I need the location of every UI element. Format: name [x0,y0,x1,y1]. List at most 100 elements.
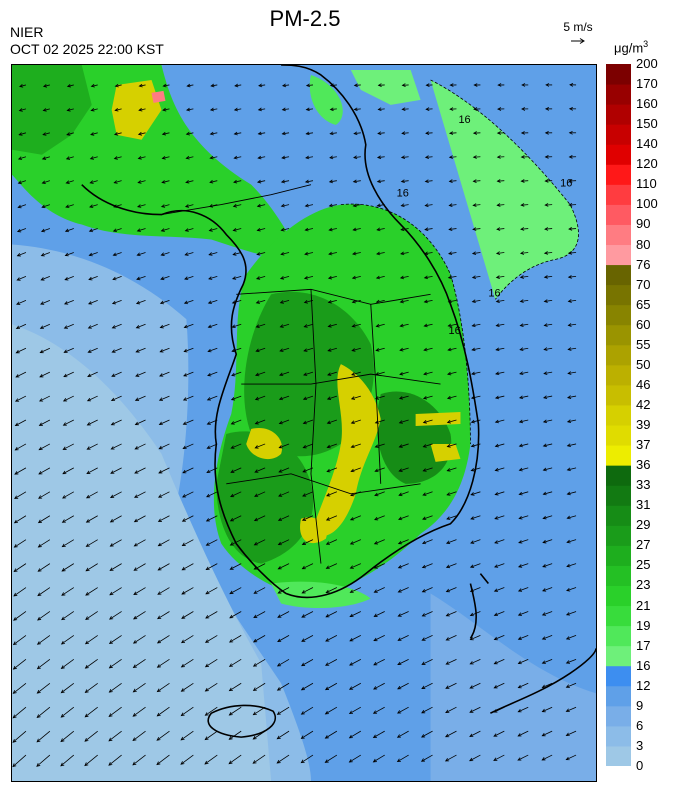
wind-arrow [470,539,481,544]
wind-arrow [277,611,290,618]
pm25-map: 16 16 16 16 16 [11,64,597,782]
wind-arrowhead [496,155,501,159]
wind-arrowhead [326,493,331,497]
wind-arrowhead [85,543,90,547]
wind-arrowhead [326,396,332,400]
wind-arrow [254,467,266,473]
wind-arrow [67,108,74,111]
wind-arrowhead [493,685,498,689]
wind-arrow [137,228,146,232]
wind-arrow [374,587,385,593]
wind-arrowhead [352,251,357,256]
wind-arrow [181,659,194,668]
wind-arrowhead [302,469,307,473]
wind-arrow [158,491,170,498]
scale-swatch [606,665,631,687]
wind-arrowhead [470,492,475,496]
wind-arrowhead [350,444,355,449]
wind-arrow [378,132,385,134]
wind-arrowhead [305,83,311,88]
wind-arrow [43,84,50,87]
wind-arrowhead [424,179,429,184]
wind-arrow [448,276,457,279]
wind-arrow [520,252,529,254]
wind-arrowhead [62,495,67,499]
wind-arrowhead [183,300,189,305]
wind-arrow [349,611,361,618]
wind-arrow [328,276,337,279]
wind-arrowhead [157,591,162,595]
wind-arrow [61,587,75,596]
wind-arrow [229,658,242,667]
wind-arrowhead [16,301,21,305]
wind-arrowhead [138,83,143,88]
wind-arrowhead [446,468,451,472]
wind-arrow [349,754,362,763]
wind-arrowhead [252,663,257,667]
wind-arrow [495,443,505,447]
wind-arrow [61,635,75,645]
wind-arrowhead [134,397,140,401]
wind-arrow [377,228,385,231]
wind-arrowhead [12,714,17,719]
wind-arrow [519,395,529,399]
wind-arrowhead [36,762,41,767]
wind-arrowhead [396,758,401,763]
wind-arrow [422,515,433,520]
wind-arrowhead [109,543,114,547]
wind-arrow [542,658,553,664]
wind-arrow [400,276,409,279]
wind-arrow [64,276,74,281]
wind-arrowhead [305,107,310,112]
wind-arrow [133,611,146,620]
wind-arrowhead [396,734,401,738]
wind-arrow [42,156,50,160]
wind-arrow [329,228,337,231]
wind-arrow [447,419,457,423]
wind-arrowhead [86,446,91,450]
wind-arrow [354,132,361,135]
wind-arrowhead [185,179,190,184]
wind-arrow [181,611,194,619]
wind-arrowhead [36,641,41,645]
wind-arrow [229,635,242,643]
wind-arrowhead [279,324,284,328]
wind-arrowhead [496,227,501,231]
wind-arrow [423,419,433,423]
wind-arrow [180,730,194,741]
wind-arrowhead [423,371,428,376]
wind-arrow [206,491,218,498]
wind-arrowhead [41,156,47,160]
wind-arrowhead [448,131,454,135]
wind-arrowhead [12,763,17,768]
wind-arrow [162,156,170,159]
wind-arrowhead [541,684,546,689]
wind-arrow [158,515,170,522]
wind-arrowhead [521,107,526,111]
wind-arrowhead [254,469,259,473]
wind-arrow [159,395,170,401]
wind-arrow [253,587,266,594]
wind-arrow [373,658,385,666]
wind-arrowhead [88,301,93,305]
wind-arrow [112,323,122,329]
wind-arrowhead [496,179,501,183]
wind-arrow [233,204,242,207]
wind-arrow [162,108,170,111]
wind-arrowhead [565,756,570,761]
wind-arrowhead [252,711,257,716]
wind-arrowhead [161,155,166,160]
wind-arrow [349,706,362,714]
wind-arrowhead [254,396,260,401]
wind-arrowhead [276,735,281,740]
wind-arrowhead [421,588,426,593]
wind-arrowhead [351,275,357,280]
wind-arrowhead [254,493,259,497]
wind-arrowhead [277,517,282,521]
wind-arrowhead [303,348,308,352]
wind-arrowhead [113,180,118,184]
wind-arrow [349,682,361,690]
wind-arrowhead [301,517,307,521]
wind-arrowhead [252,735,257,740]
wind-arrow [205,706,218,716]
